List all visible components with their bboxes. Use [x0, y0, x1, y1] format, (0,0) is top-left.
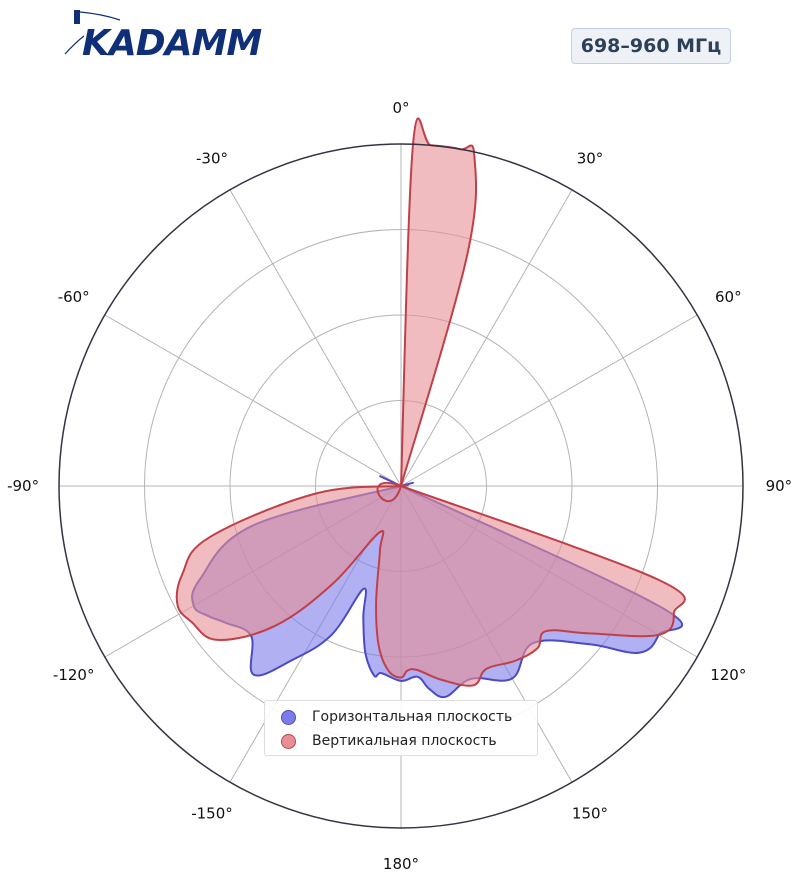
frequency-band-badge: 698–960 МГц [571, 28, 731, 64]
grid-spoke-330 [229, 189, 402, 487]
grid-spoke-60 [400, 314, 698, 487]
grid-spoke-30 [400, 189, 573, 487]
angle-tick-label: 180° [383, 855, 419, 873]
angle-tick-label: -90° [7, 477, 39, 495]
angle-tick-label: -30° [196, 150, 228, 168]
logo-text: KADAMM [82, 23, 262, 62]
chart-legend: Горизонтальная плоскость Вертикальная пл… [264, 700, 538, 756]
angle-tick-label: 150° [572, 804, 608, 822]
legend-swatch-vertical [281, 733, 296, 749]
angle-tick-label: 120° [710, 666, 746, 684]
angle-tick-label: -150° [191, 804, 233, 822]
angle-tick-label: 30° [577, 150, 604, 168]
angle-tick-label: -60° [58, 288, 90, 306]
kadamm-logo: KADAMM [64, 10, 263, 62]
legend-label-vertical: Вертикальная плоскость [312, 733, 497, 749]
series-vertical-pattern [175, 117, 686, 687]
legend-swatch-horizontal [281, 709, 296, 725]
grid-spoke-300 [104, 314, 402, 487]
legend-item-horizontal: Горизонтальная плоскость [281, 705, 537, 729]
outer-ring [58, 143, 744, 829]
angle-tick-label: 60° [715, 288, 742, 306]
legend-label-horizontal: Горизонтальная плоскость [312, 709, 513, 725]
legend-item-vertical: Вертикальная плоскость [281, 729, 537, 753]
angle-tick-label: 90° [766, 477, 793, 495]
angle-tick-label: 0° [392, 99, 409, 117]
angle-tick-label: -120° [53, 666, 95, 684]
